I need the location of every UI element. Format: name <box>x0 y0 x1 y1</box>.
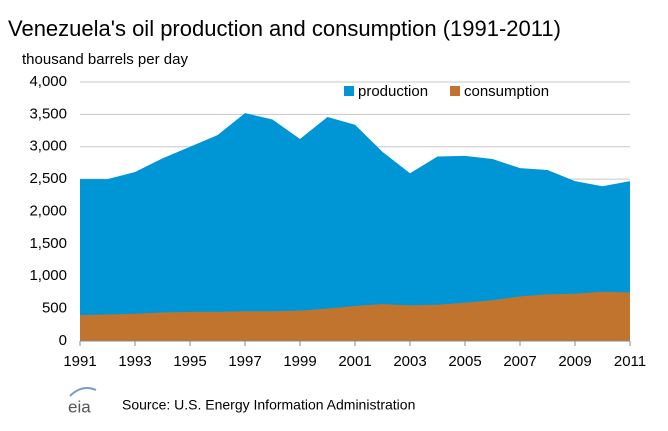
y-tick-label: 2,000 <box>29 202 67 219</box>
legend-label: consumption <box>464 83 549 100</box>
x-tick-label: 2009 <box>558 353 591 370</box>
logo-swoosh <box>69 387 97 397</box>
area <box>80 113 630 341</box>
legend-label: production <box>358 83 428 100</box>
y-tick-label: 3,500 <box>29 105 67 122</box>
x-tick-label: 2005 <box>448 353 481 370</box>
chart-title: Venezuela's oil production and consumpti… <box>8 16 561 41</box>
source-note: Source: U.S. Energy Information Administ… <box>122 397 415 413</box>
y-tick-label: 0 <box>59 332 67 349</box>
y-tick-label: 1,500 <box>29 235 67 252</box>
area <box>80 291 630 341</box>
x-tick-label: 2003 <box>393 353 426 370</box>
y-tick-label: 2,500 <box>29 170 67 187</box>
y-tick-label: 1,000 <box>29 267 67 284</box>
x-tick-label: 1997 <box>228 353 261 370</box>
legend-swatch <box>344 86 354 96</box>
x-tick-label: 1999 <box>283 353 316 370</box>
x-tick-label: 2011 <box>614 353 646 370</box>
x-tick-label: 2001 <box>338 353 371 370</box>
y-axis-label: thousand barrels per day <box>22 51 188 68</box>
x-tick-label: 1991 <box>63 353 96 370</box>
x-tick-label: 2007 <box>503 353 536 370</box>
logo-text: eia <box>68 397 91 416</box>
y-tick-label: 3,000 <box>29 138 67 155</box>
y-tick-label: 500 <box>42 300 67 317</box>
y-tick-label: 4,000 <box>29 73 67 90</box>
legend-swatch <box>450 86 460 96</box>
x-tick-label: 1993 <box>118 353 151 370</box>
x-tick-label: 1995 <box>173 353 206 370</box>
logo: eia <box>68 387 97 416</box>
